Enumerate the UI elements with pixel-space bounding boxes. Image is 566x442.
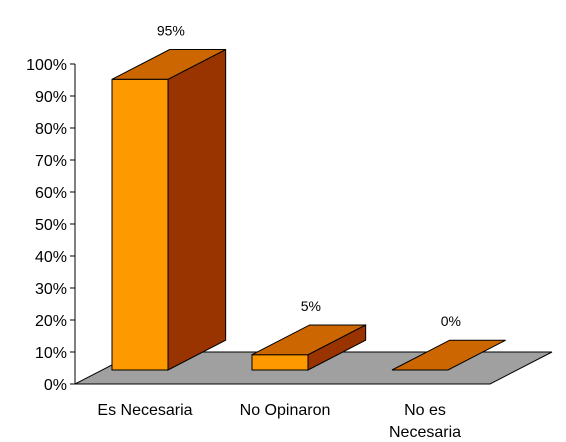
bars	[111, 48, 506, 371]
y-axis: 0% 10% 20% 30% 40% 50% 60% 70% 80% 90% 100%	[26, 57, 76, 394]
bar-side-0	[167, 48, 227, 371]
x-category-label: No es	[404, 402, 446, 419]
bar-front-0	[111, 78, 169, 371]
y-tick-label: 80%	[35, 121, 67, 138]
bar-top-1	[251, 324, 366, 356]
x-category-label: Necesaria	[389, 424, 461, 441]
y-tick-label: 70%	[35, 153, 67, 170]
x-category-label: Es Necesaria	[97, 402, 192, 419]
data-label: 0%	[441, 313, 461, 329]
y-tick-label: 60%	[35, 185, 67, 202]
y-tick-label: 20%	[35, 313, 67, 330]
bar-top-2	[391, 339, 506, 371]
y-tick-label: 90%	[35, 89, 67, 106]
bar-front-1	[251, 354, 309, 371]
y-tick-label: 30%	[35, 281, 67, 298]
y-tick-label: 50%	[35, 217, 67, 234]
x-category-label: No Opinaron	[240, 402, 331, 419]
data-label: 5%	[301, 298, 321, 314]
y-tick-label: 10%	[35, 345, 67, 362]
y-tick-label: 0%	[44, 377, 67, 394]
labels: 95% Es Necesaria 5% No Opinaron 0% No es Neces…	[97, 23, 461, 441]
y-tick-label: 100%	[26, 57, 67, 74]
bar-top-0	[111, 49, 226, 80]
y-tick-label: 40%	[35, 249, 67, 266]
data-label: 95%	[157, 23, 185, 39]
